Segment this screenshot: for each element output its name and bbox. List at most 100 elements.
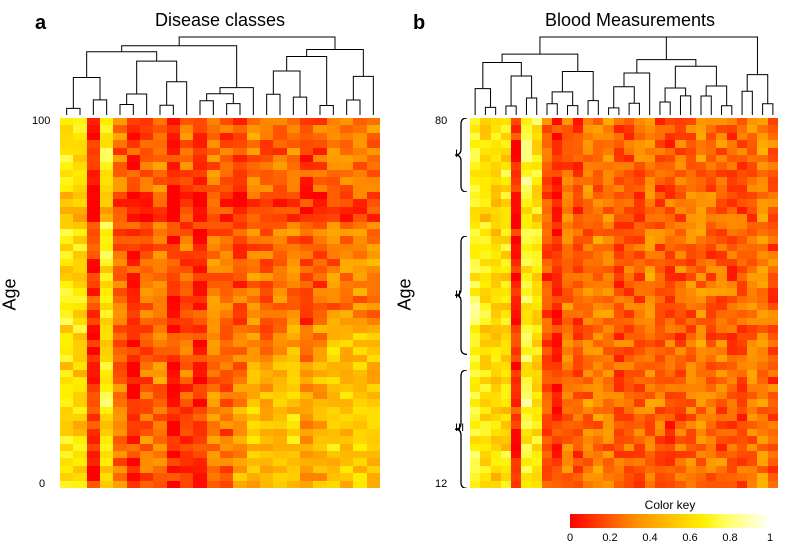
- figure: a Disease classes Age 100 0 b Blood Meas…: [0, 0, 796, 560]
- colorbar-tick: 0.8: [722, 532, 737, 544]
- heatmap-cell: [562, 266, 572, 273]
- heatmap-cell: [287, 236, 300, 243]
- heatmap-cell: [233, 318, 246, 325]
- heatmap-cell: [696, 466, 706, 473]
- heatmap-cell: [180, 133, 193, 140]
- heatmap-cell: [542, 355, 552, 362]
- heatmap-cell: [100, 118, 113, 125]
- heatmap-cell: [87, 481, 100, 488]
- heatmap-cell: [511, 266, 521, 273]
- heatmap-cell: [180, 318, 193, 325]
- heatmap-cell: [60, 340, 73, 347]
- heatmap-cell: [624, 177, 634, 184]
- heatmap-cell: [737, 473, 747, 480]
- heatmap-cell: [273, 118, 286, 125]
- heatmap-cell: [603, 377, 613, 384]
- heatmap-cell: [573, 407, 583, 414]
- heatmap-cell: [532, 340, 542, 347]
- heatmap-cell: [614, 377, 624, 384]
- heatmap-cell: [696, 318, 706, 325]
- heatmap-cell: [542, 318, 552, 325]
- heatmap-cell: [542, 473, 552, 480]
- heatmap-cell: [100, 347, 113, 354]
- heatmap-cell: [501, 207, 511, 214]
- heatmap-cell: [220, 155, 233, 162]
- heatmap-cell: [573, 296, 583, 303]
- heatmap-cell: [511, 310, 521, 317]
- heatmap-cell: [501, 325, 511, 332]
- heatmap-cell: [73, 244, 86, 251]
- heatmap-cell: [367, 325, 380, 332]
- heatmap-cell: [87, 125, 100, 132]
- heatmap-cell: [100, 333, 113, 340]
- heatmap-cell: [100, 140, 113, 147]
- heatmap-cell: [501, 310, 511, 317]
- heatmap-cell: [593, 399, 603, 406]
- heatmap-cell: [501, 399, 511, 406]
- heatmap-cell: [603, 207, 613, 214]
- heatmap-cell: [645, 140, 655, 147]
- heatmap-cell: [180, 444, 193, 451]
- heatmap-cell: [655, 362, 665, 369]
- heatmap-cell: [593, 140, 603, 147]
- heatmap-cell: [327, 362, 340, 369]
- heatmap-cell: [716, 125, 726, 132]
- heatmap-cell: [706, 207, 716, 214]
- heatmap-cell: [737, 199, 747, 206]
- heatmap-cell: [207, 133, 220, 140]
- heatmap-cell: [193, 185, 206, 192]
- heatmap-cell: [521, 251, 531, 258]
- heatmap-cell: [521, 407, 531, 414]
- heatmap-cell: [552, 281, 562, 288]
- heatmap-cell: [233, 288, 246, 295]
- heatmap-cell: [167, 473, 180, 480]
- heatmap-cell: [60, 310, 73, 317]
- heatmap-cell: [287, 473, 300, 480]
- heatmap-cell: [716, 281, 726, 288]
- heatmap-cell: [113, 466, 126, 473]
- heatmap-cell: [747, 481, 757, 488]
- heatmap-cell: [233, 125, 246, 132]
- heatmap-cell: [501, 140, 511, 147]
- heatmap-cell: [313, 370, 326, 377]
- heatmap-cell: [327, 140, 340, 147]
- heatmap-cell: [273, 421, 286, 428]
- heatmap-cell: [727, 170, 737, 177]
- heatmap-cell: [220, 170, 233, 177]
- heatmap-cell: [716, 399, 726, 406]
- heatmap-cell: [521, 259, 531, 266]
- heatmap-cell: [367, 162, 380, 169]
- heatmap-cell: [207, 148, 220, 155]
- heatmap-cell: [220, 199, 233, 206]
- heatmap-cell: [521, 281, 531, 288]
- heatmap-cell: [367, 481, 380, 488]
- heatmap-cell: [273, 244, 286, 251]
- heatmap-cell: [583, 185, 593, 192]
- heatmap-cell: [220, 458, 233, 465]
- heatmap-cell: [614, 288, 624, 295]
- heatmap-cell: [87, 340, 100, 347]
- heatmap-cell: [614, 303, 624, 310]
- heatmap-cell: [727, 355, 737, 362]
- heatmap-cell: [716, 340, 726, 347]
- heatmap-cell: [491, 481, 501, 488]
- heatmap-cell: [153, 207, 166, 214]
- heatmap-cell: [153, 155, 166, 162]
- heatmap-cell: [624, 392, 634, 399]
- heatmap-cell: [140, 266, 153, 273]
- heatmap-cell: [624, 273, 634, 280]
- heatmap-cell: [542, 392, 552, 399]
- heatmap-cell: [501, 288, 511, 295]
- heatmap-cell: [300, 288, 313, 295]
- heatmap-cell: [287, 421, 300, 428]
- heatmap-cell: [552, 473, 562, 480]
- heatmap-cell: [73, 273, 86, 280]
- heatmap-cell: [367, 288, 380, 295]
- heatmap-cell: [675, 414, 685, 421]
- heatmap-cell: [532, 192, 542, 199]
- heatmap-cell: [220, 296, 233, 303]
- heatmap-cell: [247, 185, 260, 192]
- heatmap-cell: [521, 333, 531, 340]
- heatmap-cell: [220, 407, 233, 414]
- heatmap-cell: [655, 259, 665, 266]
